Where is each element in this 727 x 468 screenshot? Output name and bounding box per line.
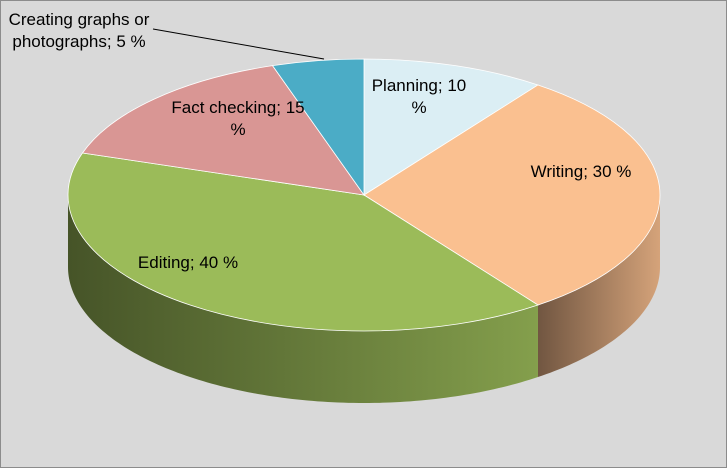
pie-slice xyxy=(363,58,539,196)
data-label: Editing; 40 % xyxy=(118,252,258,274)
label-value: 30 % xyxy=(592,162,632,181)
data-label: Creating graphs or photographs; 5 % xyxy=(4,9,154,53)
label-value: 40 % xyxy=(199,253,239,272)
pie-side xyxy=(68,195,538,403)
label-separator: ; xyxy=(276,98,286,117)
pie-slice xyxy=(363,84,661,306)
data-label: Planning; 10 % xyxy=(364,75,474,119)
label-value: 10 % xyxy=(411,76,467,117)
label-value: 5 % xyxy=(116,32,146,51)
label-separator: ; xyxy=(189,253,200,272)
label-category: Editing xyxy=(137,253,190,272)
label-category: Writing xyxy=(530,162,584,181)
label-category: Fact checking xyxy=(171,98,277,117)
label-value: 15 % xyxy=(230,98,305,139)
data-label: Writing; 30 % xyxy=(511,161,651,183)
pie-slice xyxy=(271,58,365,197)
label-separator: ; xyxy=(437,76,448,95)
leader-line xyxy=(152,28,325,60)
label-category: Creating graphs or photographs xyxy=(8,10,150,51)
pie-slice xyxy=(67,152,539,332)
pie-side xyxy=(537,195,660,378)
data-label: Fact checking; 15 % xyxy=(168,97,308,141)
label-separator: ; xyxy=(106,32,117,51)
label-separator: ; xyxy=(583,162,593,181)
label-category: Planning xyxy=(371,76,438,95)
pie-slice xyxy=(81,65,365,196)
